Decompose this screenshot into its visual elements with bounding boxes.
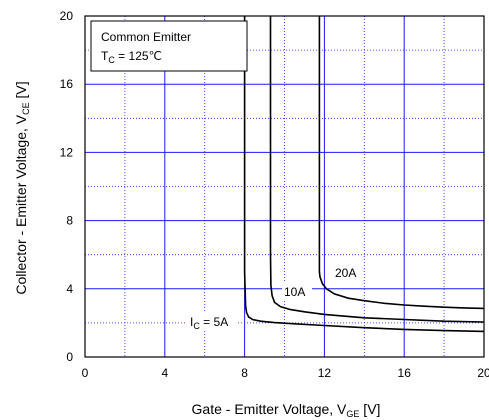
y-tick-label: 0	[66, 350, 73, 364]
x-tick-label: 20	[477, 366, 489, 380]
y-tick-label: 8	[66, 214, 73, 228]
x-tick-label: 12	[318, 366, 332, 380]
x-tick-label: 8	[241, 366, 248, 380]
annotation-ic20: 20A	[335, 266, 356, 280]
x-tick-label: 4	[161, 366, 168, 380]
y-axis-title: Collector - Emitter Voltage, VCE [V]	[13, 81, 31, 294]
x-axis-title: Gate - Emitter Voltage, VGE [V]	[192, 401, 381, 419]
x-tick-label: 0	[82, 366, 89, 380]
tick-labels: 0 4 8 12 16 20 0 4 8 12 16 20	[60, 9, 489, 380]
series-line-ic20	[318, 16, 485, 310]
legend-line-2: TC = 125℃	[101, 49, 162, 65]
x-tick-label: 16	[398, 366, 412, 380]
series-line-ic10	[269, 16, 485, 323]
plot-frame	[84, 15, 485, 358]
series-line-ic5	[243, 16, 485, 333]
annotation-ic20-bg	[333, 264, 363, 280]
y-tick-label: 12	[60, 145, 74, 159]
annotation-ic5: IC = 5A	[190, 315, 228, 331]
legend-line-1: Common Emitter	[101, 30, 191, 44]
legend: Common Emitter TC = 125℃	[90, 20, 248, 72]
legend-box	[90, 20, 248, 72]
annotation-ic10: 10A	[284, 285, 305, 299]
annotation-ic10-bg	[282, 283, 312, 299]
y-tick-label: 4	[66, 282, 73, 296]
y-tick-label: 20	[60, 9, 74, 23]
y-tick-label: 16	[60, 77, 74, 91]
annotation-ic5-bg	[187, 312, 237, 330]
series-layer	[243, 16, 485, 333]
